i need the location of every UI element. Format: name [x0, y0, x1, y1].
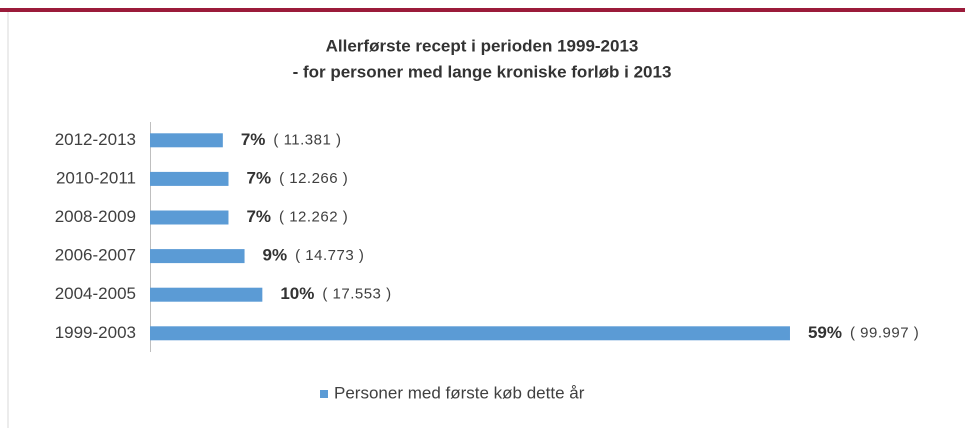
percent-label: 59% [808, 323, 842, 342]
bar [150, 249, 245, 264]
bar [150, 133, 223, 148]
bar [150, 210, 229, 225]
legend-swatch [320, 390, 328, 398]
y-tick-label: 1999-2003 [55, 323, 136, 342]
value-label: ( 12.262 ) [279, 208, 348, 225]
chart-title: Allerførste recept i perioden 1999-2013 [326, 36, 639, 55]
top-rule [0, 8, 965, 12]
value-label: ( 14.773 ) [295, 247, 364, 264]
y-tick-label: 2004-2005 [55, 284, 136, 303]
y-tick-label: 2010-2011 [56, 168, 136, 187]
percent-label: 7% [241, 130, 266, 149]
percent-label: 7% [246, 207, 271, 226]
bar [150, 171, 229, 186]
y-tick-label: 2008-2009 [55, 207, 136, 226]
y-tick-label: 2006-2007 [55, 246, 136, 265]
legend-label: Personer med første køb dette år [334, 383, 585, 402]
percent-label: 10% [280, 284, 314, 303]
percent-label: 9% [263, 246, 288, 265]
value-label: ( 99.997 ) [850, 324, 919, 341]
chart-subtitle: - for personer med lange kroniske forløb… [293, 62, 672, 81]
percent-label: 7% [247, 168, 272, 187]
value-label: ( 12.266 ) [279, 170, 348, 187]
bar [150, 287, 263, 302]
bar [150, 326, 790, 341]
y-tick-label: 2012-2013 [55, 130, 136, 149]
value-label: ( 17.553 ) [322, 286, 391, 303]
value-label: ( 11.381 ) [273, 131, 341, 148]
